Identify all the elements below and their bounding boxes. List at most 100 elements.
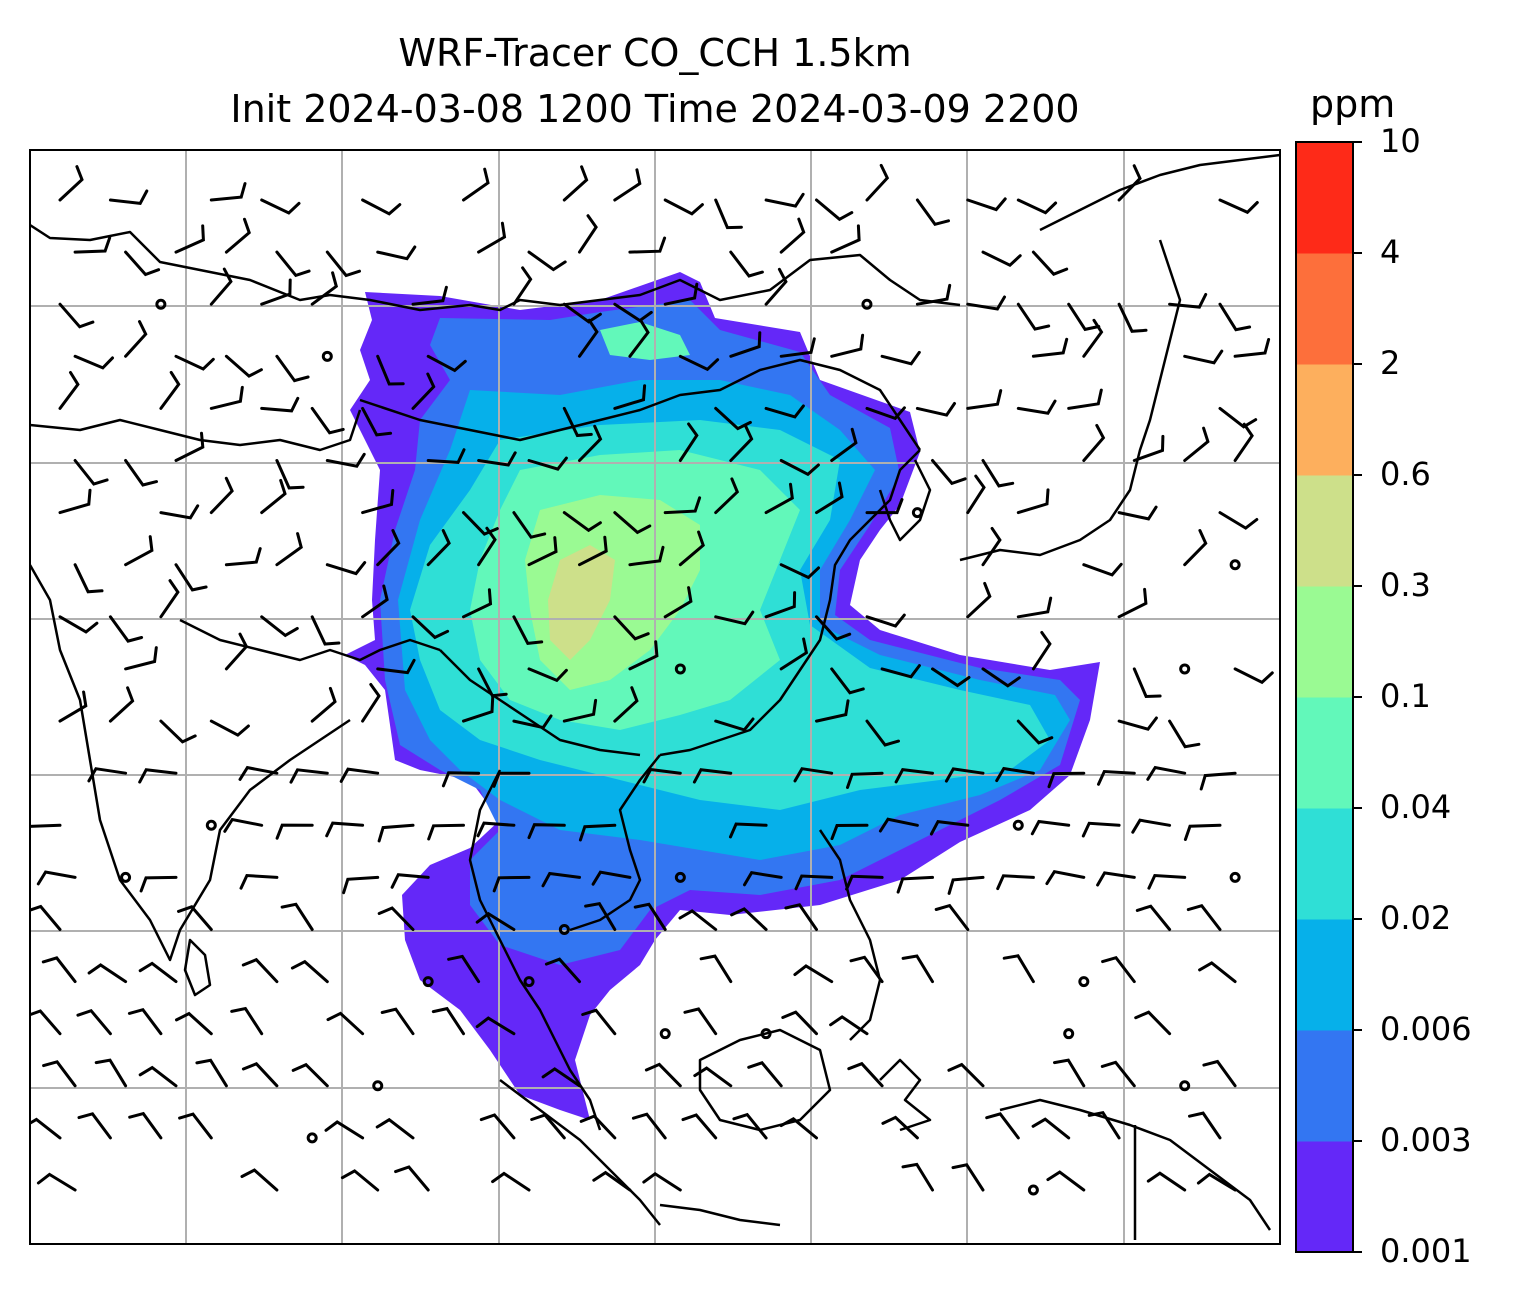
- calm-wind-marker: [205, 819, 217, 831]
- wind-barb: [981, 459, 1015, 488]
- wind-barb: [541, 871, 581, 888]
- himalaya-border: [179, 618, 441, 662]
- wind-barb: [326, 1011, 365, 1036]
- wind-barb: [779, 459, 820, 477]
- wind-barb: [544, 957, 581, 984]
- map-gridlines: [30, 150, 1280, 1244]
- wind-barb: [966, 197, 1007, 212]
- wind-barb: [966, 581, 992, 619]
- wind-barb: [578, 424, 603, 462]
- wind-barb: [108, 615, 144, 643]
- wind-barb: [901, 954, 934, 984]
- wind-barb: [41, 956, 77, 984]
- wind-barb: [30, 1117, 62, 1140]
- wind-barb: [339, 767, 380, 783]
- sri-lanka-coast: [183, 938, 212, 997]
- wind-barb: [931, 459, 967, 486]
- wind-barb: [947, 1062, 985, 1088]
- wind-barb: [223, 817, 264, 833]
- wind-barb: [779, 217, 806, 254]
- wind-barb: [159, 370, 181, 410]
- wind-barb: [124, 320, 148, 358]
- vietnam-coast: [569, 754, 661, 932]
- wind-barb: [1101, 955, 1136, 984]
- wind-barb: [966, 295, 1006, 311]
- colorbar-tick-label: 0.006: [1380, 1010, 1472, 1048]
- wind-barb: [714, 717, 755, 732]
- wind-barb: [361, 406, 393, 437]
- wind-barb: [159, 579, 180, 619]
- wind-barb: [30, 1009, 62, 1036]
- wind-barb: [58, 371, 80, 410]
- wind-barb: [845, 874, 884, 891]
- wind-barb: [340, 1169, 380, 1192]
- wind-barb: [1016, 596, 1053, 619]
- calm-wind-marker: [306, 1132, 318, 1144]
- wind-barb: [224, 217, 251, 254]
- wind-barb: [878, 817, 919, 833]
- wind-barb: [127, 1007, 163, 1036]
- wind-barb: [475, 1016, 516, 1036]
- tracer-level-0.3: [548, 545, 615, 660]
- colorbar-tick-label: 0.001: [1380, 1232, 1472, 1270]
- wind-barb: [947, 875, 985, 895]
- calm-wind-marker: [523, 976, 535, 988]
- wind-barb: [1135, 904, 1172, 931]
- colorbar-segment: [1296, 697, 1353, 809]
- wind-barb: [138, 1065, 178, 1088]
- wind-barb: [829, 1015, 869, 1036]
- colorbar-segment: [1296, 586, 1353, 698]
- wind-barb: [995, 766, 1035, 783]
- calm-wind-marker: [1179, 663, 1191, 675]
- colorbar-segment: [1296, 253, 1353, 365]
- wind-barb: [260, 278, 292, 306]
- wind-barb: [633, 902, 667, 931]
- wind-barb: [578, 318, 599, 358]
- wind-barb: [174, 563, 208, 592]
- wind-barb: [981, 526, 1002, 567]
- wind-barb: [238, 765, 279, 781]
- calm-wind-marker: [1179, 1080, 1191, 1092]
- calm-wind-marker: [1063, 1028, 1075, 1040]
- wind-barb: [138, 768, 178, 784]
- wind-barb: [275, 354, 310, 383]
- wind-barb: [139, 875, 178, 893]
- wind-barb: [1117, 716, 1158, 731]
- wind-barb: [1199, 771, 1237, 791]
- wind-barb: [1031, 631, 1052, 671]
- china-east-coast: [659, 449, 921, 757]
- wind-barb: [584, 902, 617, 931]
- wind-barb: [1186, 903, 1222, 931]
- wind-barb: [693, 1066, 733, 1088]
- wind-barb: [241, 1062, 279, 1088]
- wind-barb: [714, 610, 755, 626]
- wind-barb: [714, 198, 743, 230]
- wind-barb: [108, 686, 135, 723]
- wind-barb: [477, 526, 497, 567]
- wind-barb: [1233, 422, 1254, 462]
- wind-barb: [628, 319, 650, 358]
- wind-barb: [492, 771, 531, 788]
- wind-barb: [361, 683, 381, 723]
- wind-barb: [390, 873, 430, 889]
- wind-barb: [729, 822, 768, 839]
- wind-barb: [541, 1067, 581, 1088]
- wind-barb: [714, 477, 740, 515]
- wind-barb: [479, 1113, 516, 1140]
- wind-barb: [815, 699, 850, 723]
- wind-barb: [124, 250, 161, 277]
- wind-barb: [581, 1008, 617, 1036]
- wind-barb: [1147, 873, 1187, 890]
- wind-barb: [714, 406, 752, 431]
- wind-barb: [562, 511, 602, 533]
- wind-barb: [491, 1171, 531, 1192]
- wind-barb: [512, 714, 553, 730]
- wind-barb: [159, 504, 200, 520]
- calm-wind-marker: [372, 1080, 384, 1092]
- colorbar-unit-label: ppm: [1310, 82, 1396, 126]
- wind-barb: [1218, 511, 1259, 530]
- wind-barb: [681, 1113, 718, 1140]
- tracer-concentration-field: [345, 272, 1100, 1120]
- wind-barb: [426, 529, 451, 567]
- calm-wind-marker: [558, 923, 570, 935]
